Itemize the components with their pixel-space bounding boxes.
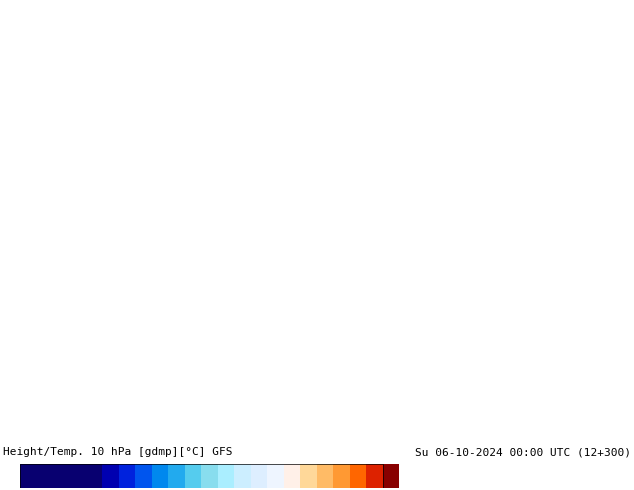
Bar [350, 464, 366, 488]
Text: Su 06-10-2024 00:00 UTC (12+300): Su 06-10-2024 00:00 UTC (12+300) [415, 447, 631, 457]
Bar [317, 464, 333, 488]
Bar [333, 464, 350, 488]
Bar [202, 464, 218, 488]
Bar [102, 464, 119, 488]
Bar [218, 464, 235, 488]
Bar [284, 464, 301, 488]
Bar [251, 464, 268, 488]
Bar [268, 464, 284, 488]
Bar [20, 464, 102, 488]
Bar [168, 464, 184, 488]
Bar [152, 464, 168, 488]
Text: Height/Temp. 10 hPa [gdmp][°C] GFS: Height/Temp. 10 hPa [gdmp][°C] GFS [3, 447, 233, 457]
Bar [235, 464, 251, 488]
Bar [184, 464, 202, 488]
Bar [135, 464, 152, 488]
Bar [119, 464, 135, 488]
Bar [383, 464, 399, 488]
Bar [366, 464, 383, 488]
Bar [301, 464, 317, 488]
